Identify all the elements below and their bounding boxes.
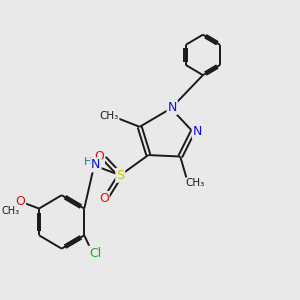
Text: S: S xyxy=(116,169,124,182)
Text: N: N xyxy=(193,125,202,138)
Text: CH₃: CH₃ xyxy=(99,111,119,121)
Text: CH₃: CH₃ xyxy=(185,178,204,188)
Text: O: O xyxy=(94,150,104,163)
Text: O: O xyxy=(99,192,109,205)
Text: H: H xyxy=(84,158,92,167)
Text: N: N xyxy=(91,158,101,171)
Text: N: N xyxy=(167,101,177,114)
Text: O: O xyxy=(15,195,25,208)
Text: Cl: Cl xyxy=(89,247,101,260)
Text: CH₃: CH₃ xyxy=(2,206,20,216)
